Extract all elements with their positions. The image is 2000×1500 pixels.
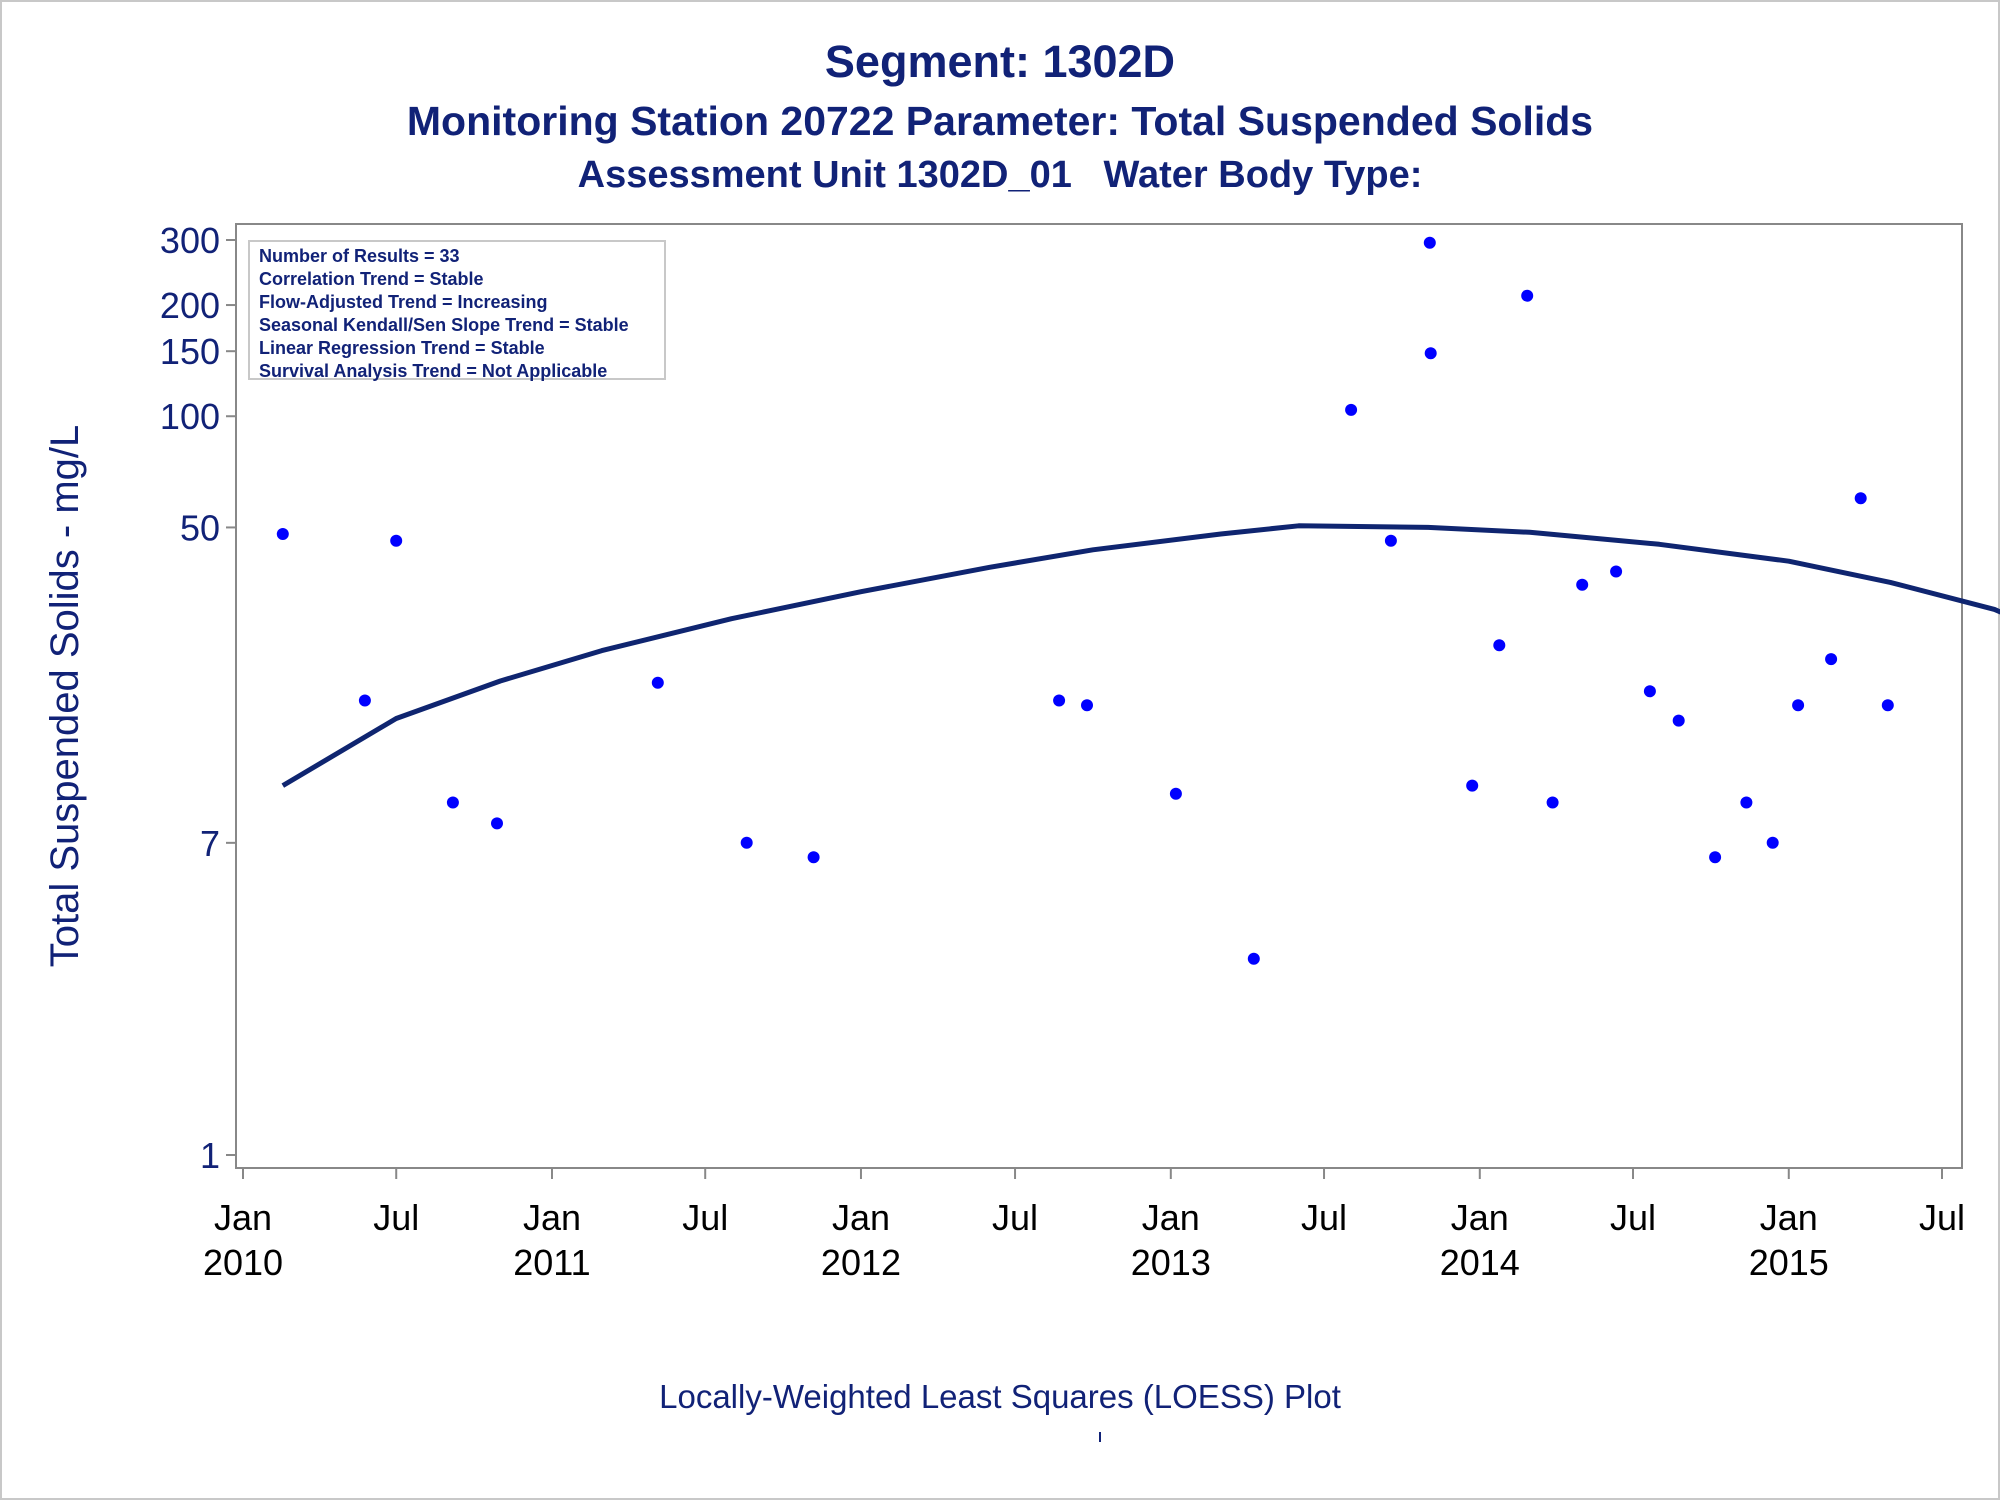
trend-summary-line: Number of Results = 33	[259, 246, 460, 266]
x-tick-label: Jan	[523, 1197, 581, 1238]
data-point	[276, 528, 289, 540]
data-point	[1247, 952, 1260, 965]
data-point	[1423, 236, 1436, 249]
x-tick-label: Jan	[832, 1197, 890, 1238]
plot-frame	[235, 223, 1963, 1169]
y-tick-label: 200	[160, 285, 220, 326]
trend-summary-line: Survival Analysis Trend = Not Applicable	[259, 361, 608, 381]
data-point	[1766, 836, 1779, 849]
x-tick-label: Jan	[1451, 1197, 1509, 1238]
x-tick-label: Jan	[1142, 1197, 1200, 1238]
data-point	[1825, 653, 1838, 666]
data-point	[358, 694, 371, 707]
x-tick-label: Jul	[1301, 1197, 1347, 1238]
data-point	[1576, 578, 1589, 591]
data-point	[740, 836, 753, 849]
data-point	[1854, 492, 1867, 505]
x-tick-label: Jul	[373, 1197, 419, 1238]
data-point	[1384, 534, 1397, 547]
y-tick-label: 7	[200, 823, 220, 864]
x-tick-year-label: 2011	[513, 1242, 590, 1283]
data-point	[1081, 699, 1093, 712]
x-tick-label: Jul	[682, 1197, 728, 1238]
data-point	[1169, 787, 1182, 800]
data-point	[1672, 714, 1685, 727]
trend-summary-line: Correlation Trend = Stable	[259, 269, 484, 289]
data-point	[446, 796, 459, 809]
x-tick-year-label: 2014	[1440, 1242, 1520, 1283]
data-point	[491, 817, 503, 830]
x-tick-label: Jan	[1760, 1197, 1818, 1238]
trend-summary-line: Flow-Adjusted Trend = Increasing	[259, 292, 548, 312]
data-point	[1053, 694, 1066, 707]
x-tick-year-label: 2013	[1131, 1242, 1211, 1283]
data-point	[1345, 403, 1358, 416]
y-tick-label: 150	[160, 331, 220, 372]
x-tick-year-label: 2015	[1749, 1242, 1829, 1283]
data-point	[1424, 347, 1437, 360]
chart-title: Segment: 1302D	[824, 36, 1176, 87]
x-tick-label: Jan	[214, 1197, 272, 1238]
data-point	[1493, 639, 1506, 652]
data-point	[1610, 565, 1623, 578]
x-tick-year-label: 2012	[821, 1242, 901, 1283]
data-point	[1643, 685, 1656, 698]
data-point	[1740, 796, 1753, 809]
trend-summary-line: Seasonal Kendall/Sen Slope Trend = Stabl…	[259, 315, 629, 335]
chart-subtitle-2: Assessment Unit 1302D_01 Water Body Type…	[577, 154, 1423, 196]
data-point	[1521, 289, 1534, 302]
chart-subtitle: Monitoring Station 20722 Parameter: Tota…	[406, 98, 1594, 144]
x-tick-year-label: 2010	[203, 1242, 283, 1283]
data-point	[807, 851, 820, 864]
x-tick-label: Jul	[1919, 1197, 1965, 1238]
y-tick-label: 50	[180, 507, 220, 548]
y-tick-label: 100	[160, 396, 220, 437]
loess-line	[281, 523, 2000, 788]
x-tick-label: Jul	[992, 1197, 1038, 1238]
data-point	[1881, 699, 1894, 712]
data-points	[276, 236, 1894, 965]
y-tick-label: 300	[160, 220, 220, 261]
footnote: Locally-Weighted Least Squares (LOESS) P…	[659, 1378, 1341, 1415]
y-tick-label: 1	[200, 1135, 220, 1176]
data-point	[390, 534, 403, 547]
data-point	[1792, 699, 1805, 712]
data-point	[1466, 779, 1479, 792]
data-point	[1546, 796, 1559, 809]
trend-summary-line: Linear Regression Trend = Stable	[259, 338, 545, 358]
x-tick-label: Jul	[1610, 1197, 1656, 1238]
data-point	[651, 676, 664, 689]
footnote-mark	[1099, 1432, 1101, 1442]
trend-summary-box: Number of Results = 33 Correlation Trend…	[248, 240, 666, 381]
y-axis-label: Total Suspended Solids - mg/L	[43, 425, 87, 968]
data-point	[1709, 851, 1722, 864]
y-axis: 1 7 50 100 150 200 300	[160, 220, 236, 1176]
